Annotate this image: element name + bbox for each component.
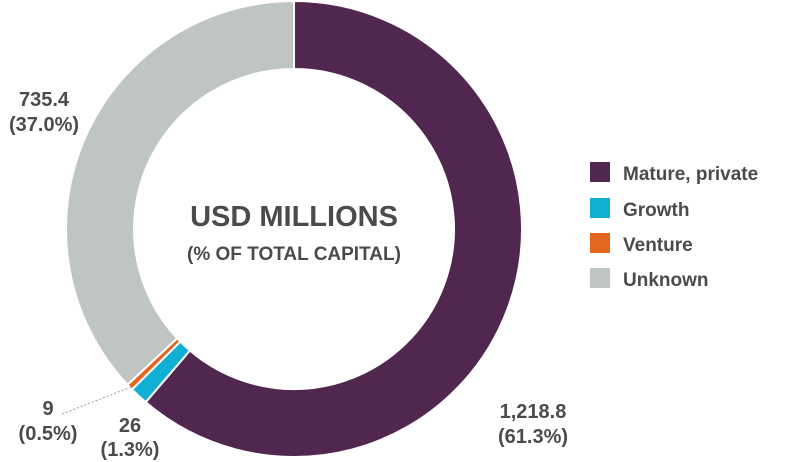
legend-swatch-mature-private — [590, 162, 610, 182]
legend-label-mature-private: Mature, private — [623, 164, 758, 185]
venture-leader-line — [61, 386, 132, 415]
legend-swatch-venture — [590, 233, 610, 253]
label-growth-percent: (1.3%) — [101, 439, 160, 461]
chart-subtitle: (% OF TOTAL CAPITAL) — [187, 244, 401, 265]
label-growth-value: 26 — [119, 415, 141, 437]
legend-label-venture: Venture — [623, 235, 693, 256]
slice-mature-private — [144, 0, 523, 458]
legend-swatch-unknown — [590, 268, 610, 288]
label-unknown-value: 735.4 — [19, 89, 70, 111]
legend-item-growth: Growth — [590, 198, 690, 221]
label-mature-private-percent: (61.3%) — [498, 426, 568, 448]
donut-slices — [65, 0, 523, 458]
label-unknown: 735.4 (37.0%) — [9, 89, 79, 136]
legend-label-growth: Growth — [623, 200, 690, 221]
legend-swatch-growth — [590, 198, 610, 218]
legend-item-venture: Venture — [590, 233, 693, 256]
legend: Mature, private Growth Venture Unknown — [590, 162, 758, 291]
label-growth: 26 (1.3%) — [101, 415, 160, 461]
slice-unknown — [65, 0, 295, 387]
label-venture: 9 (0.5%) — [19, 386, 132, 445]
legend-item-unknown: Unknown — [590, 268, 709, 291]
label-venture-percent: (0.5%) — [19, 423, 78, 445]
legend-item-mature-private: Mature, private — [590, 162, 758, 185]
legend-label-unknown: Unknown — [623, 270, 709, 291]
chart-title: USD MILLIONS — [190, 201, 398, 233]
label-mature-private-value: 1,218.8 — [500, 401, 567, 423]
label-unknown-percent: (37.0%) — [9, 114, 79, 136]
label-venture-value: 9 — [42, 398, 53, 420]
label-mature-private: 1,218.8 (61.3%) — [498, 401, 568, 448]
